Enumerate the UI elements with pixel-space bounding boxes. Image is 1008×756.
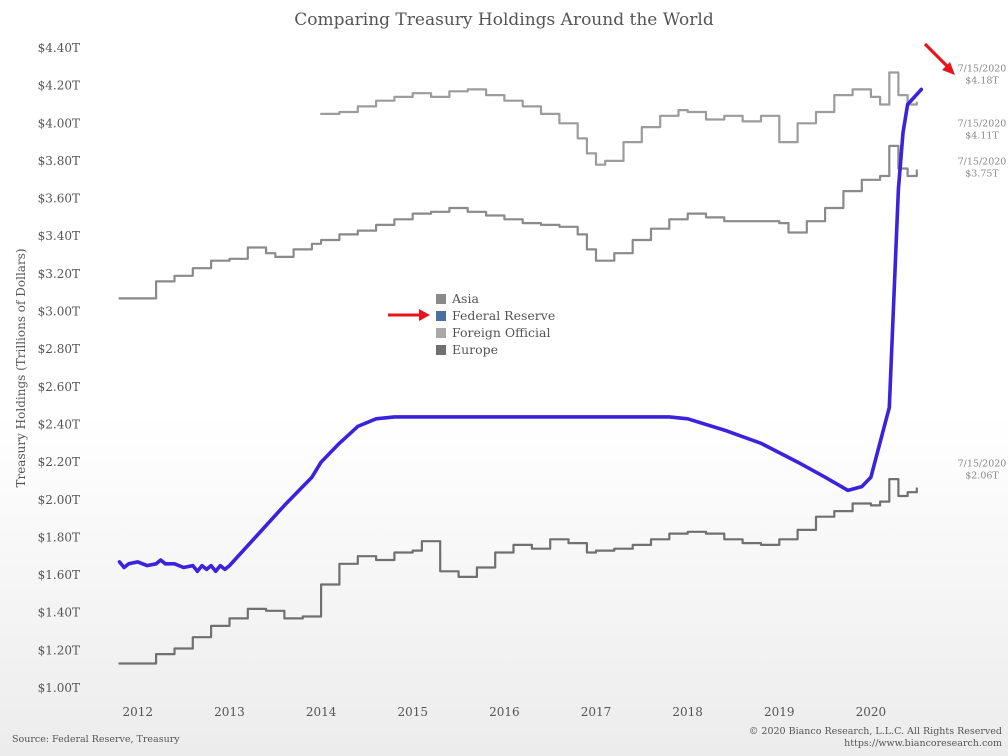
x-tick-label: 2013 [214, 705, 245, 719]
y-tick-label: $3.00T [38, 305, 80, 319]
legend-item-foreign-official: Foreign Official [436, 324, 555, 341]
x-tick-label: 2014 [306, 705, 337, 719]
y-tick-label: $2.00T [38, 493, 80, 507]
legend-swatch [436, 344, 446, 355]
legend-swatch [436, 327, 446, 338]
y-tick-label: $2.20T [38, 455, 80, 469]
annotation-date: 7/15/2020 [958, 119, 1007, 130]
x-tick-label: 2015 [397, 705, 428, 719]
annotation-value: $3.75T [965, 168, 999, 179]
legend-item-federal-reserve: Federal Reserve [436, 307, 555, 324]
series-line-federal-reserve [117, 87, 924, 574]
copyright-text: © 2020 Bianco Research, L.L.C. All Right… [748, 726, 1002, 737]
legend-label: Federal Reserve [452, 308, 556, 323]
y-tick-label: $3.80T [38, 154, 80, 168]
y-tick-label: $2.80T [38, 342, 80, 356]
x-tick-label: 2018 [672, 705, 703, 719]
x-tick-label: 2017 [581, 705, 612, 719]
y-tick-label: $1.20T [38, 643, 80, 657]
legend-label: Asia [452, 291, 479, 306]
annotation-date: 7/15/2020 [958, 63, 1007, 74]
red-arrow-icon [923, 42, 955, 75]
y-tick-label: $2.60T [38, 380, 80, 394]
x-tick-label: 2019 [764, 705, 795, 719]
annotation-layer: 7/15/2020$4.18T7/15/2020$4.11T7/15/2020$… [958, 63, 1007, 481]
annotation-value: $4.11T [965, 131, 999, 142]
chart-title: Comparing Treasury Holdings Around the W… [294, 10, 714, 30]
x-tick-label: 2016 [489, 705, 520, 719]
y-tick-label: $1.40T [38, 606, 80, 620]
website-link[interactable]: https://www.biancoresearch.com [844, 738, 1002, 749]
x-tick-label: 2012 [123, 705, 154, 719]
y-tick-label: $4.20T [38, 79, 80, 93]
y-tick-label: $1.00T [38, 681, 80, 695]
annotation-date: 7/15/2020 [958, 156, 1007, 167]
legend-label: Foreign Official [452, 325, 551, 340]
series-line-foreign-official [320, 71, 918, 166]
series-line-asia [118, 144, 918, 300]
y-tick-label: $1.60T [38, 568, 80, 582]
annotation-value: $2.06T [965, 470, 999, 481]
y-tick-label: $2.40T [38, 417, 80, 431]
series-layer [117, 71, 924, 665]
y-tick-label: $1.80T [38, 530, 80, 544]
annotation-value: $4.18T [965, 75, 999, 86]
arrow-layer [923, 42, 955, 75]
legend-label: Europe [452, 342, 499, 357]
y-axis-label: Treasury Holdings (Trillions of Dollars) [14, 248, 28, 487]
source-note: Source: Federal Reserve, Treasury [12, 734, 180, 745]
copyright-note: © 2020 Bianco Research, L.L.C. All Right… [749, 726, 1002, 750]
y-tick-label: $3.40T [38, 229, 80, 243]
axes: $1.00T $1.20T $1.40T $1.60T $1.80T $2.00T $2.2… [14, 41, 886, 719]
legend: Asia Federal Reserve Foreign Official Eu… [436, 290, 555, 358]
series-line-europe [118, 478, 918, 665]
legend-item-asia: Asia [436, 290, 555, 307]
y-tick-label: $3.60T [38, 192, 80, 206]
y-tick-label: $4.00T [38, 116, 80, 130]
y-tick-label: $4.40T [38, 41, 80, 55]
legend-swatch [436, 293, 446, 304]
legend-item-europe: Europe [436, 341, 555, 358]
annotation-date: 7/15/2020 [958, 458, 1007, 469]
y-tick-label: $3.20T [38, 267, 80, 281]
legend-swatch [436, 310, 446, 321]
x-tick-label: 2020 [856, 705, 887, 719]
red-arrow-icon [388, 307, 432, 327]
